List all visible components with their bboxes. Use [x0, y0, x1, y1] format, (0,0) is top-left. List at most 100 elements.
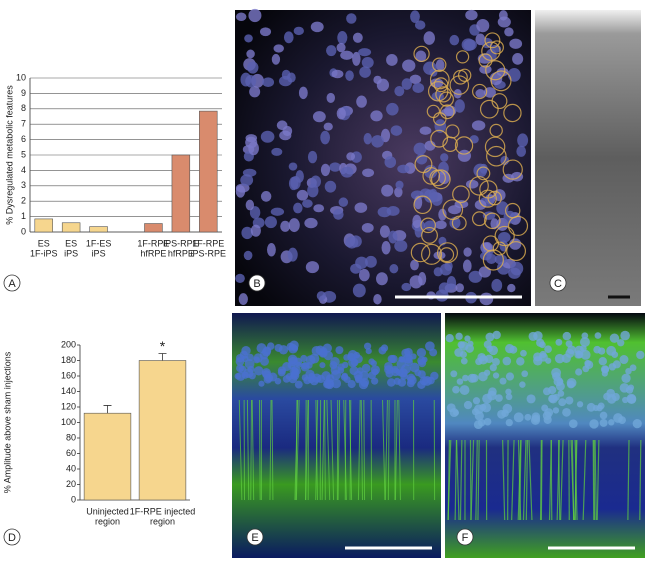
nucleus: [504, 27, 514, 37]
nucleus: [463, 247, 472, 257]
membrane: [494, 225, 515, 247]
nucleus: [401, 78, 413, 90]
nucleus: [271, 147, 283, 156]
nucleus: [381, 184, 394, 197]
nucleus: [621, 373, 631, 383]
nucleus: [337, 31, 348, 45]
nucleus: [391, 367, 400, 377]
y-tick-label: 2: [21, 196, 26, 206]
nucleus: [479, 292, 494, 306]
nucleus: [459, 385, 470, 396]
nucleus: [323, 379, 332, 389]
fiber: [324, 399, 326, 501]
micrograph-c: [535, 10, 641, 306]
nucleus: [310, 175, 321, 188]
nucleus: [555, 381, 565, 391]
y-tick-label: 80: [66, 432, 76, 442]
nucleus: [309, 376, 319, 386]
nucleus: [497, 232, 511, 243]
nucleus: [279, 130, 292, 141]
membrane: [502, 159, 523, 180]
nucleus: [352, 283, 366, 298]
nucleus: [287, 247, 298, 262]
membrane: [457, 68, 472, 82]
panel-badge: [3, 274, 21, 292]
nucleus: [449, 407, 459, 418]
nucleus: [507, 283, 516, 293]
nucleus: [557, 390, 565, 397]
nucleus: [543, 415, 552, 424]
nucleus: [248, 372, 256, 380]
membrane: [442, 199, 464, 220]
y-tick-label: 3: [21, 180, 26, 190]
nucleus: [417, 380, 426, 389]
nucleus: [244, 34, 253, 43]
nucleus: [491, 278, 503, 292]
nucleus: [620, 330, 630, 341]
nucleus: [320, 130, 331, 145]
nucleus: [356, 95, 367, 108]
nucleus: [235, 12, 247, 22]
nucleus: [316, 291, 326, 301]
nucleus: [566, 380, 575, 389]
bar: [83, 412, 132, 501]
nucleus: [544, 345, 552, 354]
nucleus: [599, 411, 608, 420]
nucleus: [423, 31, 435, 45]
nucleus: [464, 335, 471, 342]
bar: [171, 154, 191, 233]
nucleus: [497, 409, 507, 419]
x-tick-label: region: [95, 516, 120, 526]
membrane: [452, 185, 470, 204]
nucleus: [439, 263, 452, 276]
fiber: [251, 399, 255, 501]
x-tick-label: iPS: [92, 248, 106, 258]
bar: [89, 226, 108, 233]
nucleus: [494, 254, 508, 265]
fiber: [305, 399, 309, 501]
nucleus: [250, 224, 261, 237]
nucleus: [507, 68, 521, 82]
panel-badge: [549, 274, 567, 292]
nucleus: [290, 176, 301, 190]
membrane: [410, 242, 431, 263]
nucleus: [413, 142, 427, 156]
nucleus: [410, 259, 419, 271]
nucleus: [258, 380, 265, 387]
nucleus: [241, 371, 249, 379]
nucleus: [248, 141, 259, 156]
fiber: [343, 399, 347, 501]
nucleus: [536, 338, 545, 347]
nucleus: [319, 362, 326, 369]
cells: [235, 8, 529, 306]
nucleus: [475, 89, 486, 98]
membrane: [413, 195, 432, 215]
nucleus: [261, 368, 271, 378]
nucleus: [288, 218, 300, 233]
y-tick-label: 140: [61, 386, 76, 396]
bar: [199, 110, 218, 233]
nucleus: [323, 122, 333, 131]
x-tick-label: hfRPE: [140, 248, 166, 258]
nucleus: [395, 180, 404, 190]
nucleus: [499, 377, 507, 385]
fiber: [360, 399, 364, 501]
nucleus: [465, 179, 479, 189]
nucleus: [384, 156, 397, 169]
nucleus: [484, 354, 494, 364]
nucleus: [516, 145, 527, 157]
fiber: [596, 439, 600, 521]
nucleus: [345, 70, 354, 81]
panel-badge: [3, 528, 21, 546]
nucleus: [417, 356, 426, 366]
fiber: [475, 439, 478, 521]
nucleus: [485, 48, 497, 62]
nucleus: [457, 149, 472, 162]
nucleus: [370, 110, 383, 122]
nucleus: [551, 367, 562, 378]
nucleus: [271, 53, 281, 65]
fiber: [455, 439, 460, 521]
nucleus: [456, 378, 464, 385]
nucleus: [278, 345, 289, 355]
nucleus: [352, 51, 361, 66]
